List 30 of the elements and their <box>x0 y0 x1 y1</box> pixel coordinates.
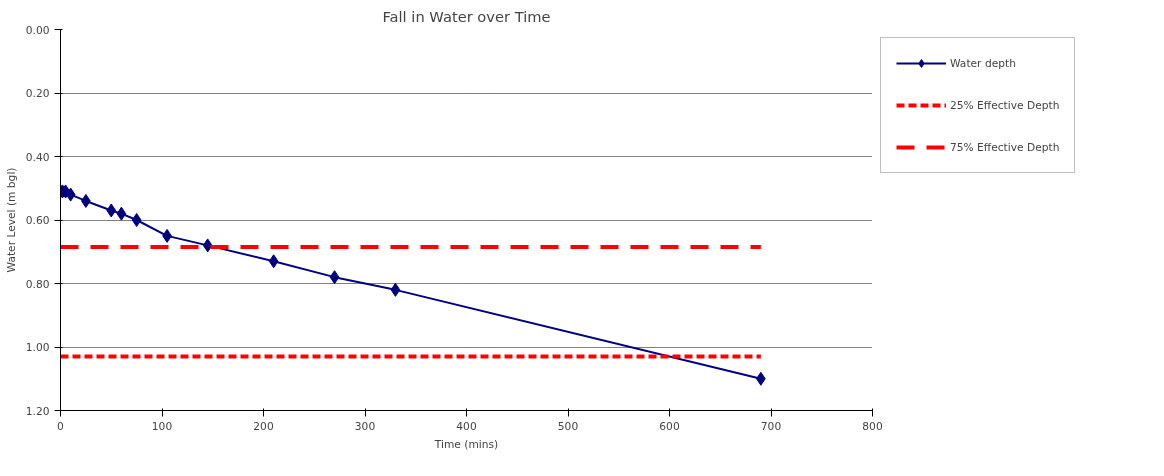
point <box>202 238 213 253</box>
x-tick-label: 300 <box>354 419 376 433</box>
x-tick-label: 200 <box>253 419 274 433</box>
legend-label: 25% Effective Depth <box>950 98 1060 112</box>
y-tick-label: 0.20 <box>25 87 50 100</box>
y-tick-label: 1.00 <box>25 341 50 354</box>
point <box>106 203 117 218</box>
x-tick-label: 700 <box>760 419 782 433</box>
point <box>116 206 127 221</box>
point <box>329 270 340 285</box>
x-tick-label: 800 <box>862 419 883 433</box>
y-axis-title: Water Level (m bgl) <box>4 167 18 273</box>
x-tick-label: 600 <box>659 419 680 433</box>
y-tick-label: 1.20 <box>25 404 50 418</box>
point <box>131 213 142 227</box>
x-tick-label: 100 <box>151 419 173 433</box>
legend-label: Water depth <box>950 56 1016 70</box>
legend-label: 75% Effective Depth <box>950 140 1060 154</box>
point <box>390 282 401 297</box>
chart-title: Fall in Water over Time <box>382 7 551 25</box>
x-axis-title: Time (mins) <box>433 437 499 451</box>
point <box>65 187 76 202</box>
y-tick-label: 0.00 <box>25 23 50 37</box>
y-tick-label: 0.40 <box>25 150 50 164</box>
y-tick-label: 0.80 <box>25 277 50 291</box>
point <box>268 254 279 269</box>
x-tick-label: 500 <box>557 419 579 433</box>
x-tick-label: 0 <box>57 419 65 433</box>
y-tick-label: 0.60 <box>25 214 50 227</box>
x-tick-label: 400 <box>456 419 477 433</box>
